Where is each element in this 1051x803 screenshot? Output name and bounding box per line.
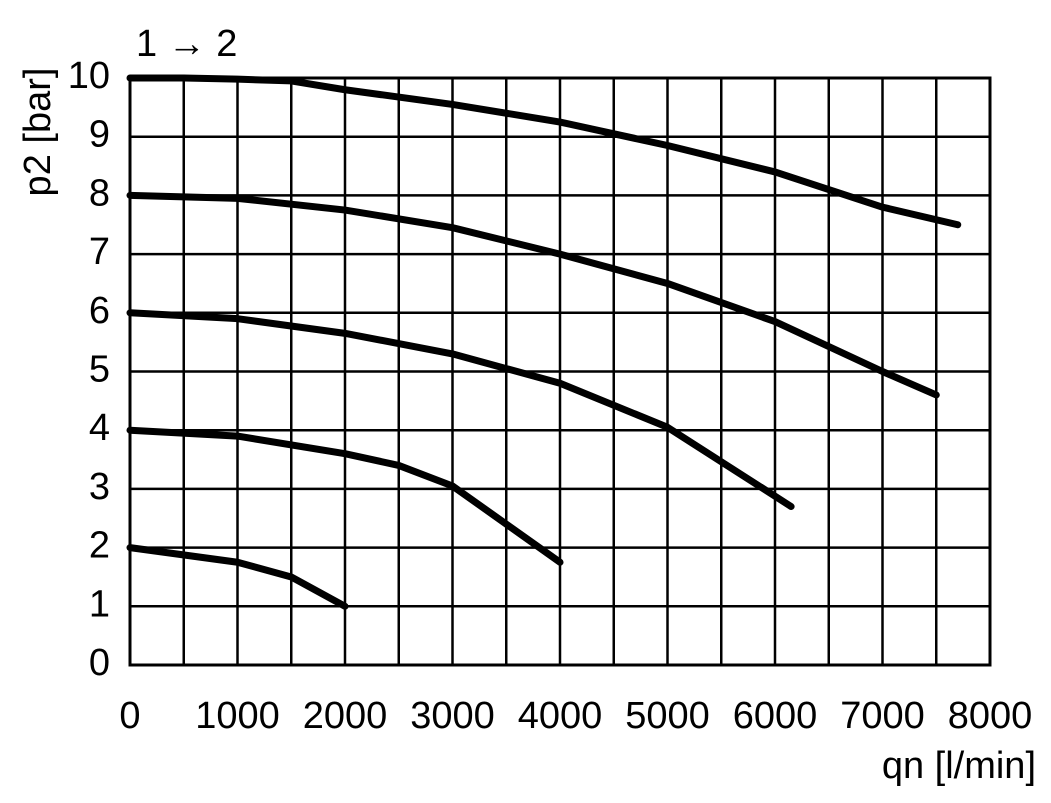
x-tick-label: 4000 bbox=[518, 695, 603, 737]
curve bbox=[126, 544, 349, 610]
y-tick-label: 6 bbox=[89, 290, 110, 332]
y-tick-label: 2 bbox=[89, 525, 110, 567]
y-tick-label: 3 bbox=[89, 466, 110, 508]
y-tick-label: 1 bbox=[89, 583, 110, 625]
plot-frame bbox=[128, 76, 992, 667]
y-tick-label: 0 bbox=[89, 642, 110, 684]
y-tick-label: 8 bbox=[89, 172, 110, 214]
x-tick-label: 1000 bbox=[195, 695, 280, 737]
curve bbox=[126, 191, 940, 399]
y-axis-label: p2 [bar] bbox=[17, 68, 59, 197]
y-tick-label: 9 bbox=[89, 114, 110, 156]
y-tick-label: 7 bbox=[89, 231, 110, 273]
y-tick-label: 4 bbox=[89, 407, 110, 449]
x-tick-label: 6000 bbox=[733, 695, 818, 737]
x-tick-label: 5000 bbox=[625, 695, 710, 737]
x-axis-label: qn [l/min] bbox=[882, 745, 1036, 787]
chart-title: 1 → 2 bbox=[136, 23, 237, 65]
x-tick-label: 2000 bbox=[303, 695, 388, 737]
curve bbox=[126, 309, 795, 511]
y-tick-label: 10 bbox=[68, 55, 110, 97]
x-tick-label: 0 bbox=[119, 695, 140, 737]
x-tick-label: 3000 bbox=[410, 695, 495, 737]
x-tick-label: 7000 bbox=[840, 695, 925, 737]
curve bbox=[126, 426, 564, 566]
curve bbox=[126, 74, 962, 229]
y-tick-label: 5 bbox=[89, 349, 110, 391]
x-tick-label: 8000 bbox=[948, 695, 1033, 737]
